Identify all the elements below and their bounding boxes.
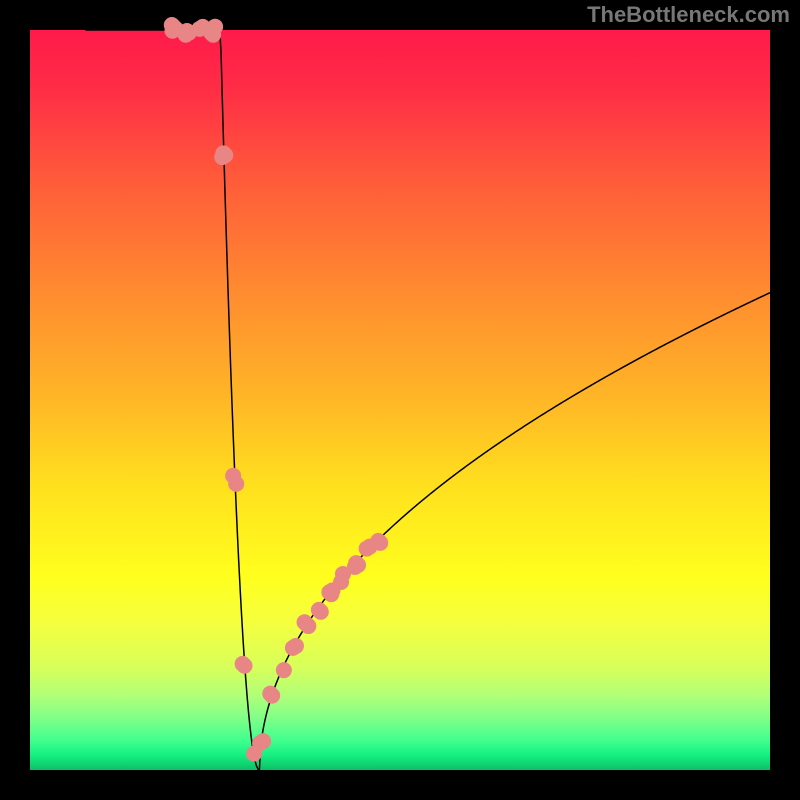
curve-dot xyxy=(237,658,253,674)
plot-area xyxy=(30,30,770,770)
curve-dot xyxy=(214,149,230,165)
curve-dot xyxy=(225,468,241,484)
curve-dot xyxy=(207,19,223,35)
curve-dot xyxy=(313,604,329,620)
curve-dot xyxy=(285,640,301,656)
curve-dot xyxy=(252,735,268,751)
curve-dot xyxy=(178,27,194,43)
curve-dot xyxy=(372,535,388,551)
curve-dot xyxy=(347,559,363,575)
bottleneck-curve-chart: TheBottleneck.com xyxy=(0,0,800,800)
watermark-text: TheBottleneck.com xyxy=(587,2,790,27)
curve-dot xyxy=(300,618,316,634)
curve-dot xyxy=(264,688,280,704)
curve-dot xyxy=(276,662,292,678)
